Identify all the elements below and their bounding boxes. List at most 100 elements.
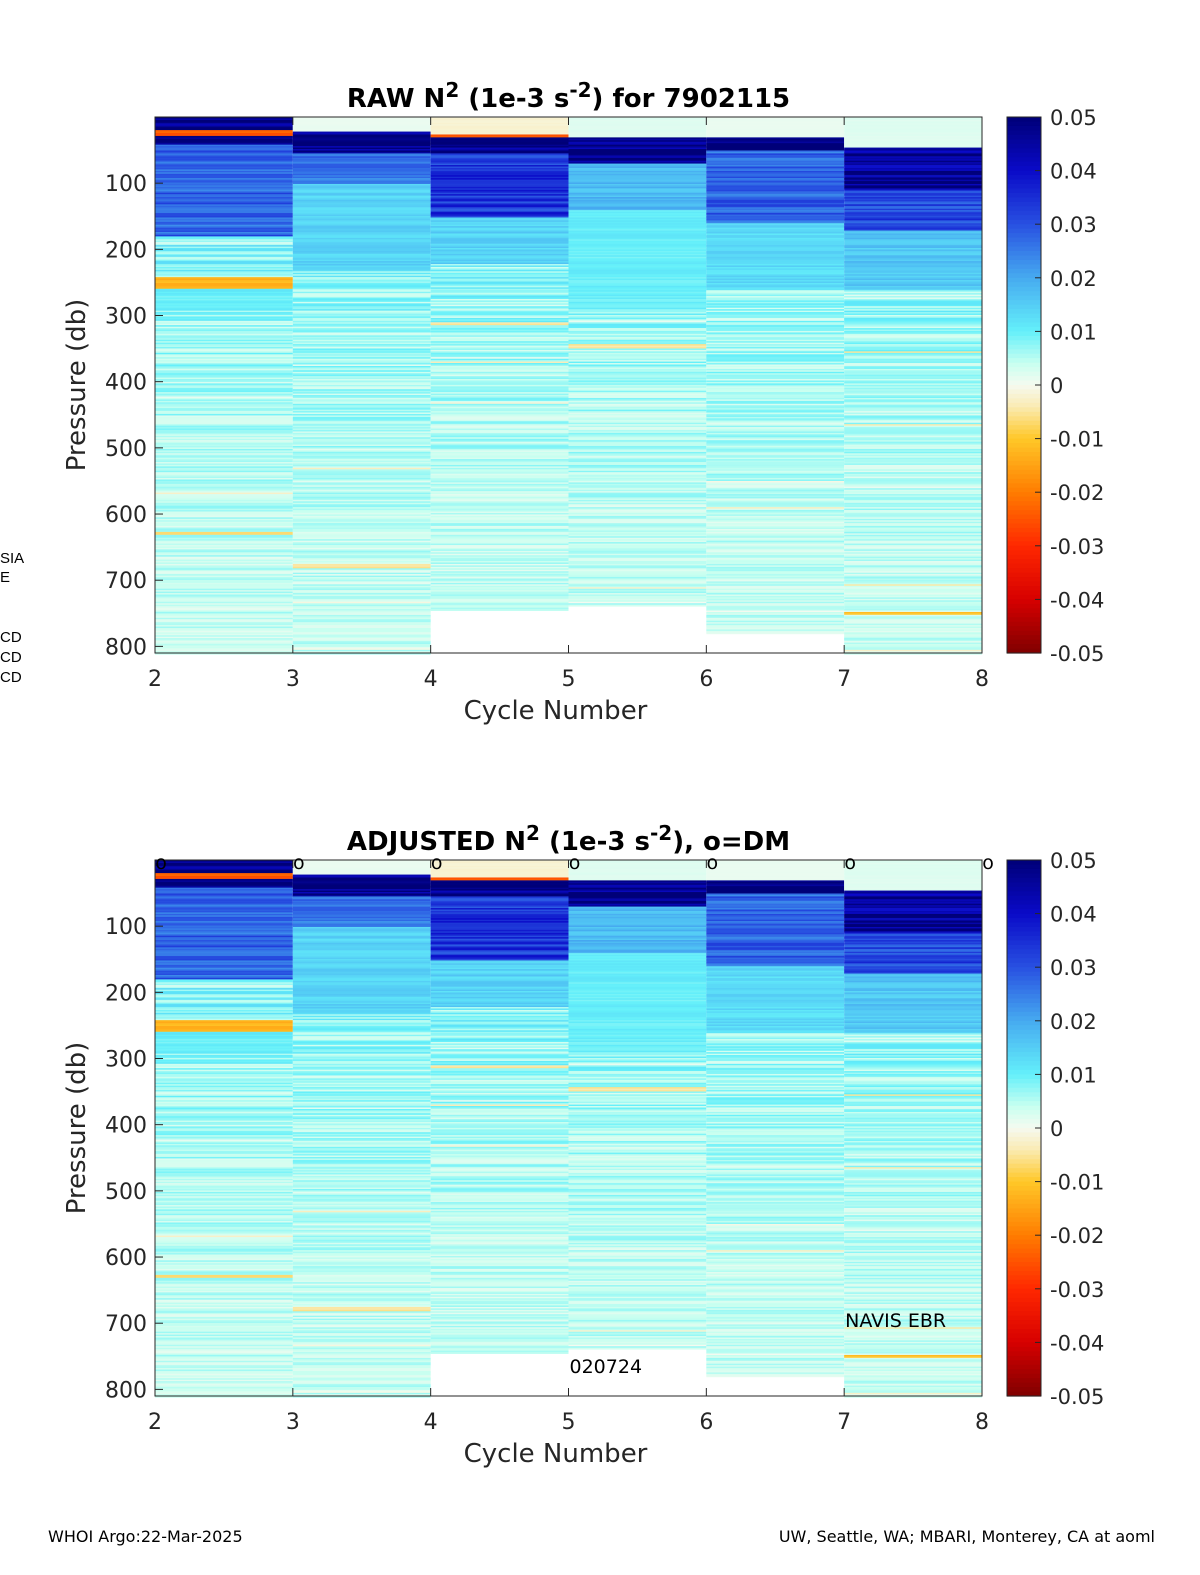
heatmap-cell xyxy=(844,627,982,630)
heatmap-cell xyxy=(292,963,431,966)
heatmap-cell xyxy=(568,476,707,479)
heatmap-cell xyxy=(706,896,845,899)
heatmap-cell xyxy=(706,1116,845,1119)
heatmap-cell xyxy=(430,999,569,1002)
heatmap-cell xyxy=(706,524,845,527)
heatmap-cell xyxy=(706,526,845,528)
heatmap-cell xyxy=(844,543,982,546)
heatmap-cell xyxy=(706,1122,845,1124)
heatmap-cell xyxy=(430,873,569,875)
heatmap-cell xyxy=(155,1251,293,1254)
heatmap-cell xyxy=(844,390,982,393)
heatmap-cell xyxy=(706,137,845,140)
colorbar-segment xyxy=(1007,152,1041,158)
heatmap-cell xyxy=(844,1296,982,1299)
heatmap-cell xyxy=(430,146,569,148)
heatmap-cell xyxy=(155,1149,293,1152)
heatmap-cell xyxy=(292,1202,431,1204)
heatmap-cell xyxy=(430,332,569,335)
heatmap-cell xyxy=(706,928,845,931)
heatmap-cell xyxy=(568,1175,707,1178)
heatmap-cell xyxy=(844,966,982,969)
colorbar-segment xyxy=(1007,313,1041,319)
heatmap-cell xyxy=(155,271,293,274)
heatmap-cell xyxy=(568,181,707,183)
heatmap-cell xyxy=(292,438,431,441)
heatmap-cell xyxy=(430,954,569,957)
heatmap-cell xyxy=(706,1043,845,1046)
heatmap-cell xyxy=(430,546,569,549)
heatmap-cell xyxy=(844,897,982,900)
heatmap-cell xyxy=(568,400,707,403)
heatmap-cell xyxy=(155,919,293,922)
heatmap-cell xyxy=(292,1228,431,1231)
heatmap-cell xyxy=(155,1365,293,1368)
heatmap-cell xyxy=(155,170,293,173)
heatmap-cell xyxy=(430,985,569,988)
heatmap-cell xyxy=(568,1130,707,1133)
heatmap-cell xyxy=(844,453,982,456)
heatmap-cell xyxy=(844,1237,982,1239)
heatmap-cell xyxy=(430,314,569,317)
colorbar-segment xyxy=(1007,1208,1041,1214)
heatmap-cell xyxy=(844,199,982,202)
heatmap-cell xyxy=(568,265,707,268)
heatmap-cell xyxy=(155,354,293,357)
heatmap-cell xyxy=(706,383,845,386)
heatmap-cell xyxy=(844,881,982,884)
edge-fragment: SIA xyxy=(0,550,25,567)
title-superscript: -2 xyxy=(650,821,672,845)
cycle-column xyxy=(568,860,707,1350)
heatmap-cell xyxy=(568,902,707,905)
heatmap-cell xyxy=(844,1031,982,1034)
heatmap-cell xyxy=(430,1159,569,1162)
colorbar-tick-label: 0.03 xyxy=(1050,956,1097,980)
heatmap-cell xyxy=(844,195,982,198)
heatmap-cell xyxy=(430,194,569,197)
heatmap-cell xyxy=(706,478,845,480)
heatmap-cell xyxy=(292,307,431,310)
heatmap-cell xyxy=(568,1149,707,1152)
heatmap-cell xyxy=(706,300,845,303)
heatmap-cell xyxy=(155,1301,293,1303)
heatmap-cell xyxy=(292,1078,431,1081)
heatmap-cell xyxy=(706,1288,845,1290)
heatmap-cell xyxy=(844,160,982,163)
heatmap-cell xyxy=(430,944,569,947)
heatmap-cell xyxy=(568,1282,707,1285)
heatmap-cell xyxy=(155,1232,293,1235)
heatmap-cell xyxy=(706,364,845,367)
heatmap-cell xyxy=(568,942,707,945)
heatmap-cell xyxy=(155,1170,293,1172)
heatmap-cell xyxy=(844,381,982,384)
heatmap-cell xyxy=(292,374,431,377)
heatmap-cell xyxy=(568,121,707,124)
colorbar-segment xyxy=(1007,469,1041,475)
heatmap-cell xyxy=(430,504,569,507)
heatmap-cell xyxy=(844,1122,982,1124)
heatmap-cell xyxy=(706,1183,845,1186)
heatmap-cell xyxy=(292,960,431,963)
heatmap-cell xyxy=(292,1388,431,1391)
heatmap-cell xyxy=(155,1193,293,1196)
heatmap-cell xyxy=(292,188,431,191)
heatmap-cell xyxy=(706,1363,845,1366)
heatmap-cell xyxy=(155,185,293,188)
heatmap-cell xyxy=(706,1255,845,1258)
heatmap-cell xyxy=(292,1180,431,1183)
heatmap-cell xyxy=(844,889,982,891)
heatmap-cell xyxy=(706,929,845,932)
heatmap-cell xyxy=(844,218,982,221)
heatmap-cell xyxy=(844,915,982,918)
heatmap-cell xyxy=(292,542,431,544)
heatmap-cell xyxy=(292,185,431,188)
heatmap-cell xyxy=(568,443,707,445)
heatmap-cell xyxy=(568,122,707,125)
heatmap-cell xyxy=(706,1194,845,1197)
heatmap-cell xyxy=(155,1171,293,1174)
heatmap-cell xyxy=(155,253,293,256)
heatmap-cell xyxy=(292,1285,431,1287)
heatmap-cell xyxy=(844,226,982,229)
heatmap-cell xyxy=(844,1385,982,1388)
heatmap-cell xyxy=(844,1241,982,1244)
